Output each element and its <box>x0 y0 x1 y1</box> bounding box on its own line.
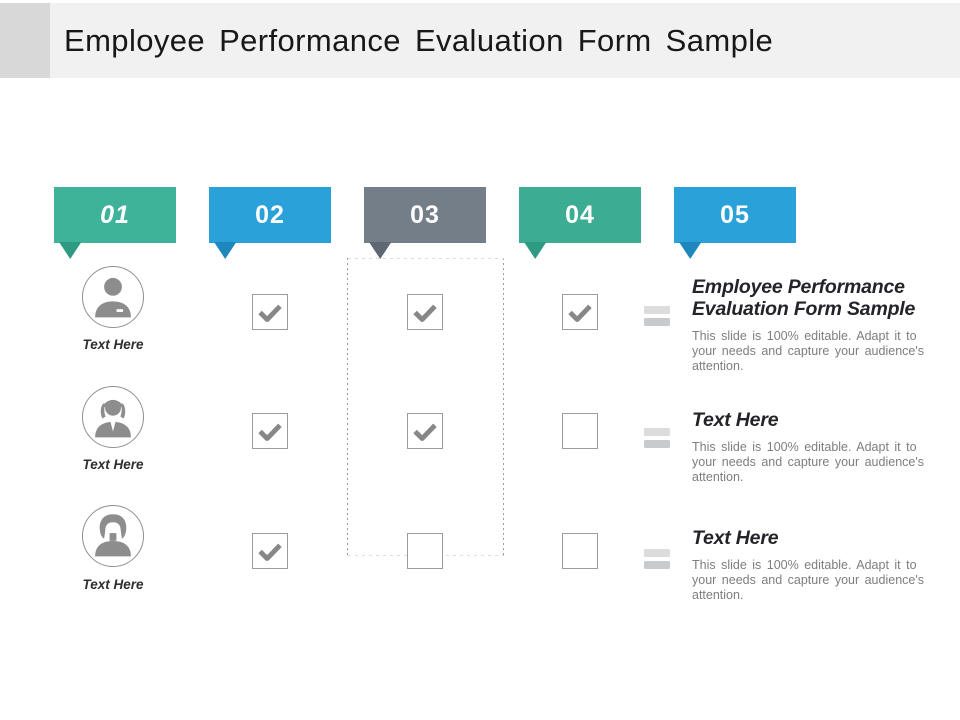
tab-04[interactable]: 04 <box>519 187 641 259</box>
checkbox-row2-col03[interactable] <box>407 413 443 449</box>
text-block-heading: Employee Performance Evaluation Form Sam… <box>692 276 916 320</box>
tab-pointer-icon <box>369 242 392 259</box>
equals-icon <box>644 306 670 327</box>
tab-05[interactable]: 05 <box>674 187 796 259</box>
column-highlight-top-line <box>348 258 504 259</box>
text-block-3: Text Here <box>692 527 934 549</box>
equals-icon <box>644 428 670 449</box>
title-banner: Employee Performance Evaluation Form Sam… <box>0 3 960 78</box>
tab-pointer-icon <box>59 242 82 259</box>
text-block-1-body: This slide is 100% editable. Adapt it to… <box>692 329 934 375</box>
tab-02[interactable]: 02 <box>209 187 331 259</box>
row-label: Text Here <box>82 457 144 472</box>
text-block-3-body: This slide is 100% editable. Adapt it to… <box>692 558 934 604</box>
tab-03[interactable]: 03 <box>364 187 486 259</box>
tab-01-label: 01 <box>100 200 130 229</box>
person-female-icon <box>82 386 144 448</box>
tab-pointer-icon <box>214 242 237 259</box>
row-label: Text Here <box>82 337 144 352</box>
person-female-bob-icon <box>82 505 144 567</box>
checkbox-row3-col03[interactable] <box>407 533 443 569</box>
checkbox-row3-col02[interactable] <box>252 533 288 569</box>
text-block-body: This slide is 100% editable. Adapt it to… <box>692 329 924 374</box>
text-block-1: Employee Performance Evaluation Form Sam… <box>692 276 934 320</box>
tab-pointer-icon <box>524 242 547 259</box>
tab-pointer-icon <box>679 242 702 259</box>
tab-03-label: 03 <box>410 200 440 229</box>
checkbox-row1-col02[interactable] <box>252 294 288 330</box>
tab-02-label: 02 <box>255 200 285 229</box>
banner-accent-square <box>0 3 50 78</box>
tab-04-label: 04 <box>565 200 595 229</box>
column-divider-dotted-line <box>503 258 504 556</box>
tab-01[interactable]: 01 <box>54 187 176 259</box>
equals-icon <box>644 549 670 570</box>
text-block-2: Text Here <box>692 409 934 431</box>
text-block-2-body: This slide is 100% editable. Adapt it to… <box>692 440 934 486</box>
checkbox-row1-col03[interactable] <box>407 294 443 330</box>
checkbox-row2-col04[interactable] <box>562 413 598 449</box>
checkbox-row1-col04[interactable] <box>562 294 598 330</box>
text-block-body: This slide is 100% editable. Adapt it to… <box>692 558 924 603</box>
column-divider-dotted-line <box>347 258 348 556</box>
person-male-icon <box>82 266 144 328</box>
text-block-heading: Text Here <box>692 409 779 431</box>
text-block-body: This slide is 100% editable. Adapt it to… <box>692 440 924 485</box>
page-title: Employee Performance Evaluation Form Sam… <box>64 22 774 58</box>
checkbox-row3-col04[interactable] <box>562 533 598 569</box>
text-block-heading: Text Here <box>692 527 779 549</box>
row-label: Text Here <box>82 577 144 592</box>
checkbox-row2-col02[interactable] <box>252 413 288 449</box>
tab-05-label: 05 <box>720 200 750 229</box>
